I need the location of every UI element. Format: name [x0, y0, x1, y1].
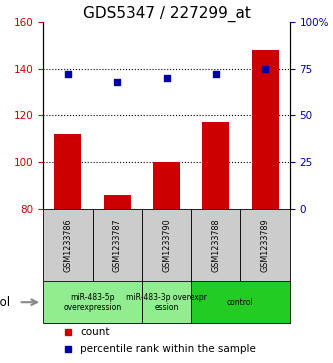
Point	[164, 75, 169, 81]
Text: GSM1233788: GSM1233788	[211, 218, 220, 272]
Bar	[93, 209, 142, 281]
Bar	[191, 209, 240, 281]
Text: control: control	[227, 298, 254, 307]
Text: protocol: protocol	[0, 296, 11, 309]
Point	[262, 66, 268, 72]
Bar	[142, 281, 191, 323]
Point	[115, 79, 120, 85]
Text: GSM1233789: GSM1233789	[260, 218, 270, 272]
Bar	[142, 209, 191, 281]
Bar	[43, 209, 93, 281]
Text: miR-483-3p overexpr
ession: miR-483-3p overexpr ession	[126, 293, 207, 312]
Text: count: count	[80, 327, 110, 337]
Bar	[43, 281, 142, 323]
Title: GDS5347 / 227299_at: GDS5347 / 227299_at	[83, 5, 250, 22]
Bar	[202, 122, 229, 209]
Bar	[251, 50, 279, 209]
Text: miR-483-5p
overexpression: miR-483-5p overexpression	[64, 293, 122, 312]
Text: percentile rank within the sample: percentile rank within the sample	[80, 344, 256, 354]
Point	[213, 71, 218, 77]
Text: GSM1233786: GSM1233786	[63, 218, 73, 272]
Bar	[104, 195, 131, 209]
Text: GSM1233787: GSM1233787	[113, 218, 122, 272]
Bar	[54, 134, 82, 209]
Text: GSM1233790: GSM1233790	[162, 218, 171, 272]
Bar	[240, 209, 290, 281]
Bar	[191, 281, 290, 323]
Point	[65, 71, 71, 77]
Bar	[153, 162, 180, 209]
